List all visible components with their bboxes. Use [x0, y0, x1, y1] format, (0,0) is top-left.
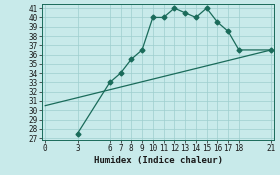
- X-axis label: Humidex (Indice chaleur): Humidex (Indice chaleur): [94, 156, 223, 165]
